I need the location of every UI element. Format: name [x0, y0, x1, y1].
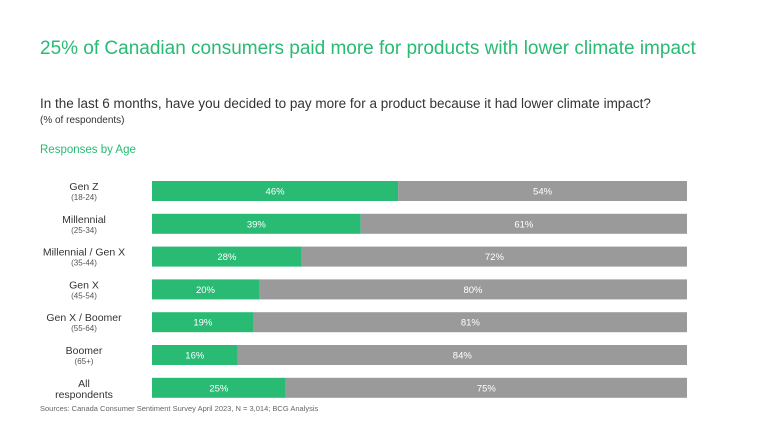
data-label: 54%	[533, 187, 553, 198]
bar-segment-yes	[152, 279, 259, 300]
category-sublabel: (65+)	[75, 357, 94, 366]
category-sublabel: (45-54)	[71, 291, 97, 300]
unit-note: (% of respondents)	[40, 115, 125, 126]
data-label: 19%	[193, 318, 213, 329]
bar-segment-no	[360, 213, 687, 234]
bar-segment-no	[253, 312, 687, 333]
category-label: respondents	[55, 389, 113, 400]
bar-segment-yes	[152, 377, 286, 398]
bar-segment-yes	[152, 312, 254, 333]
data-label: 84%	[453, 351, 473, 362]
chart-title: 25% of Canadian consumers paid more for …	[40, 38, 696, 59]
category-label: Gen X / Boomer	[46, 312, 122, 324]
bar-segment-no	[237, 345, 687, 365]
category-label: Millennial / Gen X	[43, 247, 125, 259]
data-label: 46%	[266, 187, 286, 198]
data-label: 16%	[185, 351, 205, 362]
data-label: 80%	[463, 285, 483, 296]
data-label: 20%	[196, 285, 216, 296]
category-label: All	[78, 378, 90, 390]
category-label: Millennial	[62, 214, 106, 226]
data-label: 72%	[485, 252, 505, 263]
category-label: Gen Z	[69, 181, 99, 193]
bar-segment-yes	[152, 246, 302, 267]
bar-segment-yes	[152, 345, 238, 365]
data-label: 61%	[514, 219, 534, 230]
source-note: Sources: Canada Consumer Sentiment Surve…	[40, 404, 319, 413]
bar-segment-yes	[152, 181, 399, 201]
category-sublabel: (35-44)	[71, 259, 97, 268]
bar-segment-no	[301, 246, 687, 267]
category-sublabel: (25-34)	[71, 226, 97, 235]
bar-segment-yes	[152, 213, 361, 234]
data-label: 39%	[247, 219, 267, 230]
survey-question: In the last 6 months, have you decided t…	[40, 96, 651, 111]
section-label: Responses by Age	[40, 144, 136, 156]
data-label: 75%	[477, 383, 497, 394]
bar-segment-no	[398, 181, 687, 201]
stacked-bar-chart: Gen Z(18-24) 46% 54% Millennial(25-34) 39% 61…	[43, 181, 687, 400]
bar-segment-no	[285, 377, 687, 398]
bar-segment-no	[259, 279, 687, 300]
data-label: 25%	[209, 383, 229, 394]
category-sublabel: (18-24)	[71, 193, 97, 202]
category-label: Boomer	[66, 345, 103, 357]
data-label: 81%	[461, 318, 481, 329]
category-label: Gen X	[69, 279, 99, 291]
category-sublabel: (55-64)	[71, 324, 97, 333]
data-label: 28%	[217, 252, 237, 263]
